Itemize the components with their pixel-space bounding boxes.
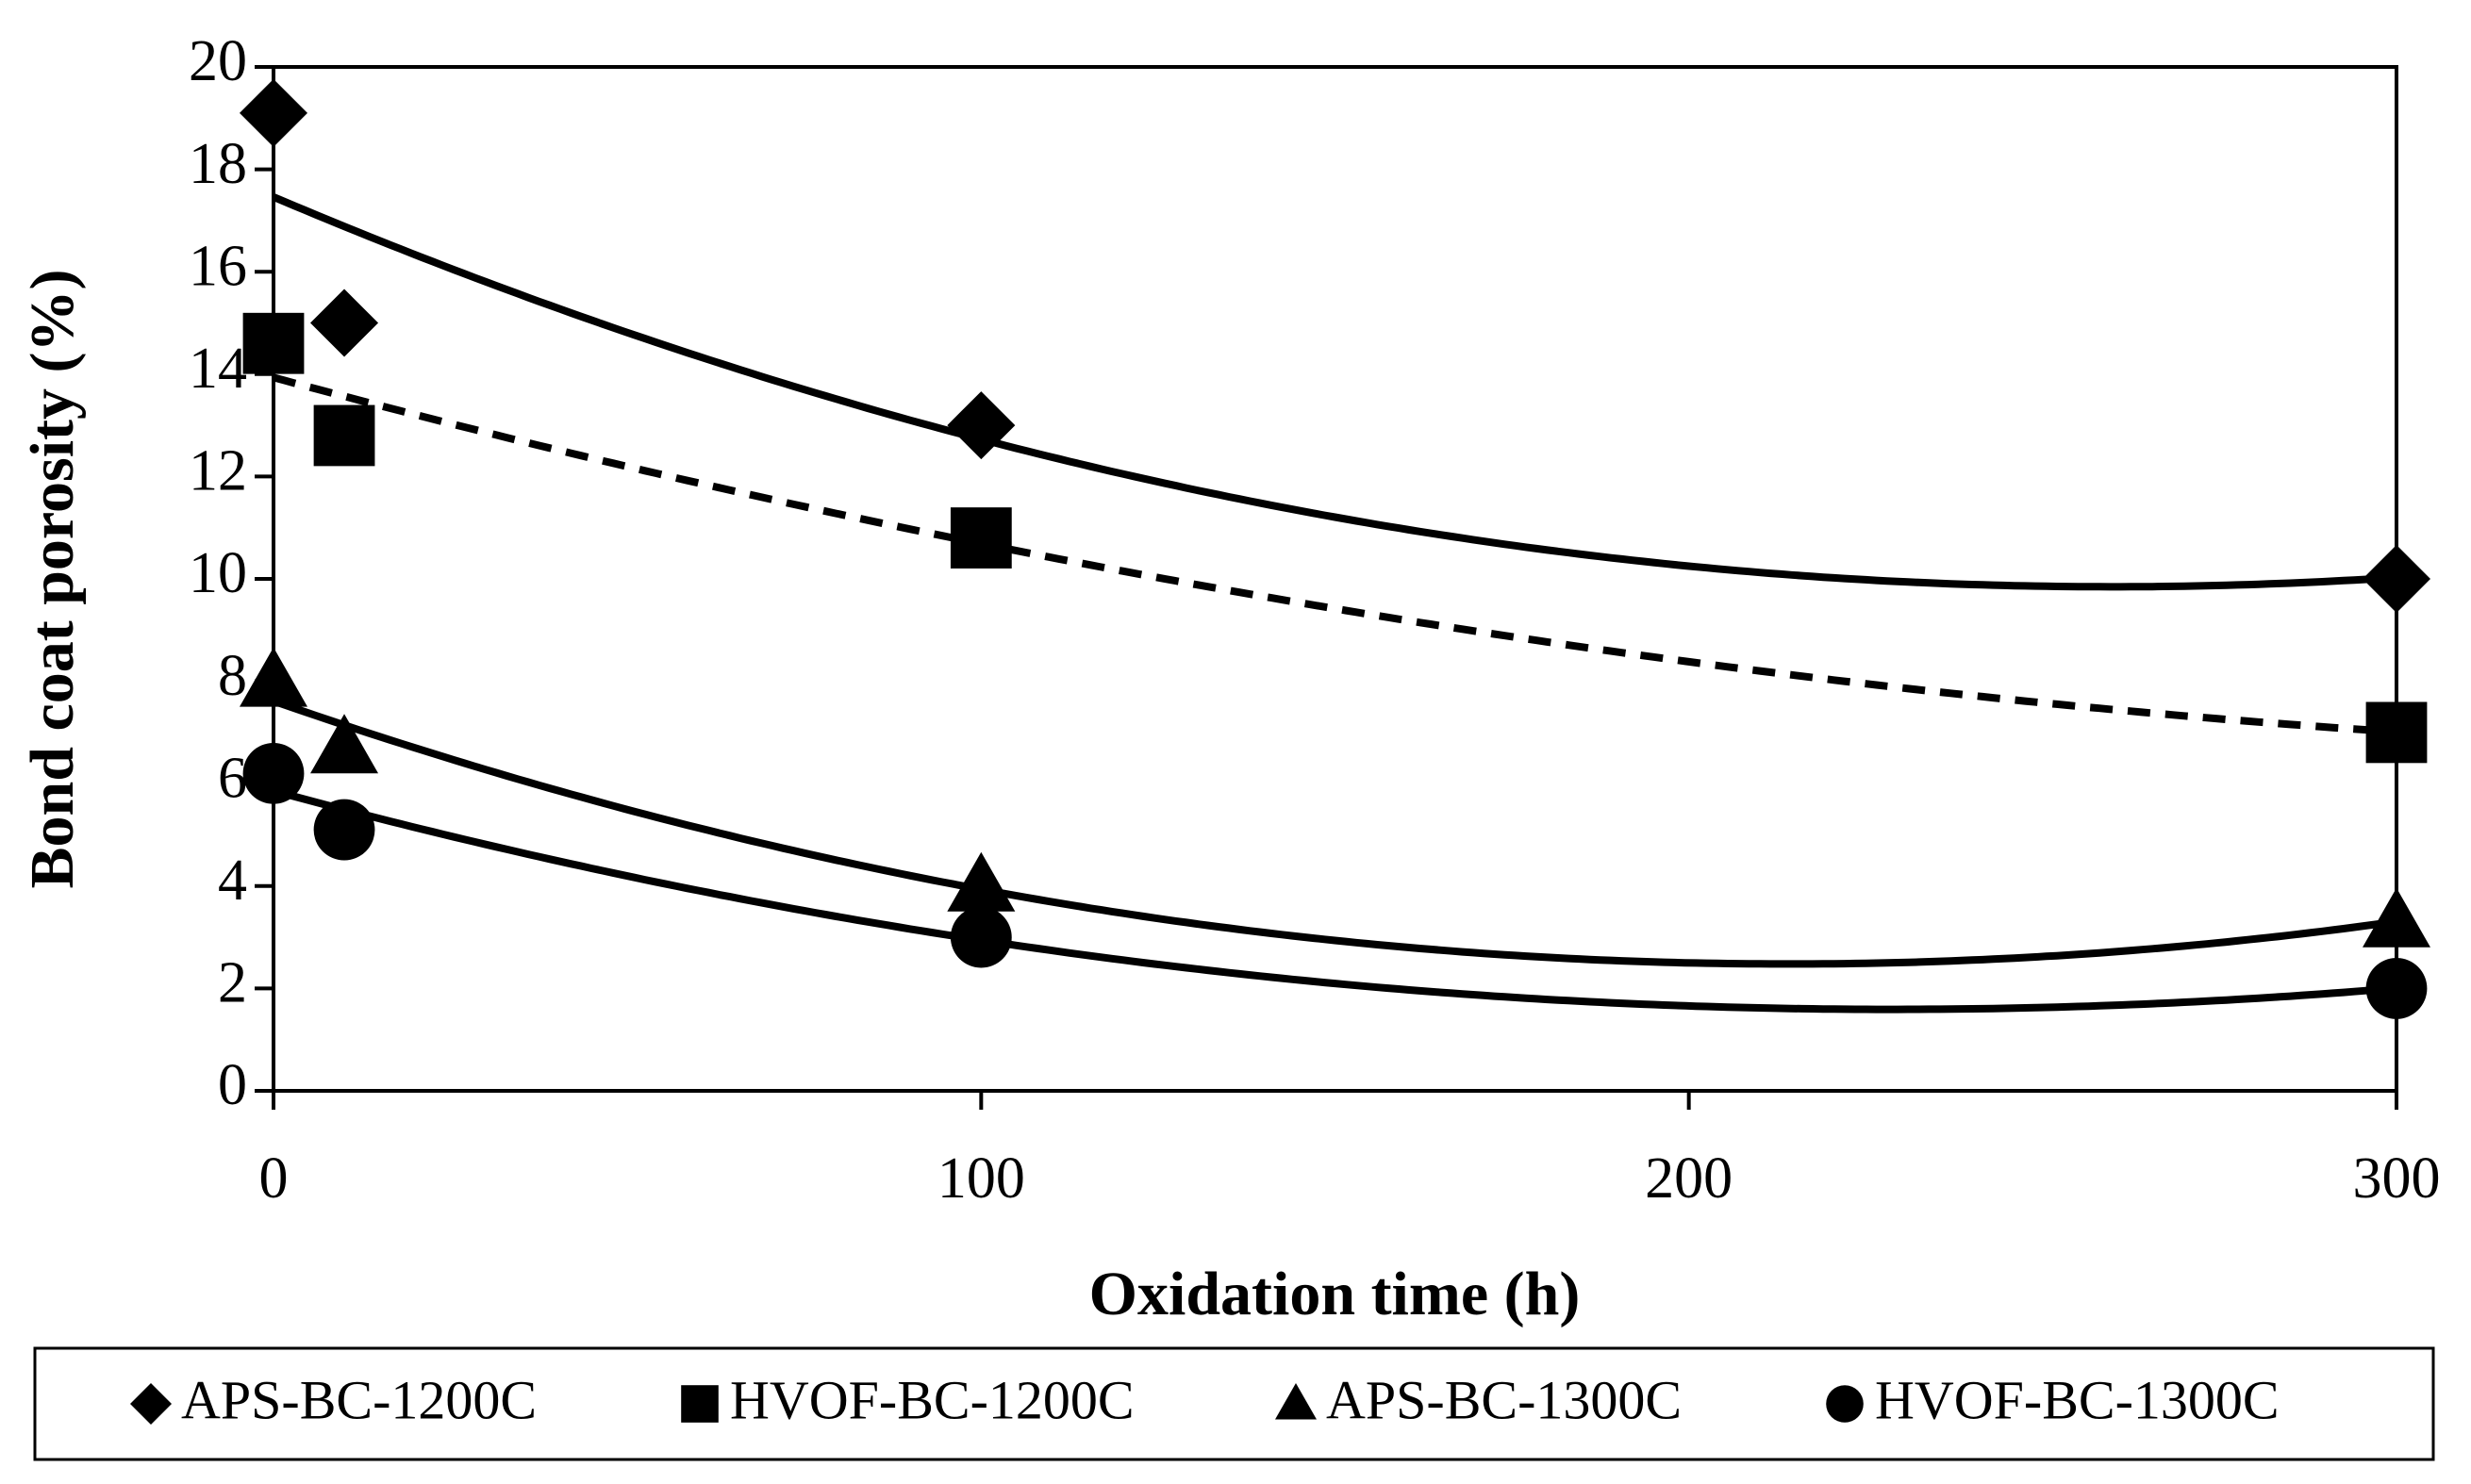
data-point [310, 289, 379, 357]
data-point [2363, 887, 2430, 948]
x-tick-label: 0 [259, 1146, 289, 1211]
legend-marker [130, 1383, 172, 1425]
y-axis-title: Bond coat porosity (%) [18, 270, 87, 889]
data-point [2365, 958, 2428, 1019]
x-tick-label: 300 [2353, 1146, 2441, 1211]
data-point [313, 799, 375, 861]
y-tick-label: 10 [189, 541, 247, 605]
data-point [242, 312, 305, 374]
trendline [272, 697, 2397, 968]
legend-label: APS-BC-1300C [1326, 1369, 1682, 1430]
data-point [310, 714, 379, 774]
data-point [240, 78, 307, 147]
y-tick-label: 8 [218, 644, 247, 708]
x-tick-label: 200 [1645, 1146, 1733, 1211]
y-tick-label: 16 [189, 234, 247, 298]
legend-marker [681, 1385, 719, 1423]
legend-marker [1826, 1385, 1864, 1423]
data-point [950, 906, 1012, 968]
x-axis-title: Oxidation time (h) [1089, 1260, 1581, 1328]
y-tick-label: 4 [218, 849, 247, 913]
x-tick-label: 100 [937, 1146, 1025, 1211]
y-tick-label: 12 [189, 439, 247, 503]
data-point [242, 742, 305, 804]
data-point [313, 404, 375, 467]
data-point [947, 851, 1016, 912]
legend-label: APS-BC-1200C [181, 1369, 537, 1430]
legend-label: HVOF-BC-1300C [1875, 1369, 2280, 1430]
legend [33, 1346, 2435, 1461]
y-tick-label: 6 [218, 746, 247, 810]
y-tick-label: 20 [189, 29, 247, 93]
trendline [272, 193, 2397, 591]
data-point [2363, 545, 2430, 613]
data-point [240, 647, 307, 707]
data-point [2365, 701, 2428, 764]
y-tick-label: 14 [189, 337, 247, 401]
data-point [947, 391, 1016, 460]
trendline [272, 787, 2397, 1014]
legend-marker [1275, 1383, 1317, 1420]
y-tick-label: 18 [189, 132, 247, 196]
y-tick-label: 2 [218, 951, 247, 1015]
y-tick-label: 0 [218, 1053, 247, 1117]
legend-label: HVOF-BC-1200C [730, 1369, 1135, 1430]
data-point [950, 507, 1012, 569]
